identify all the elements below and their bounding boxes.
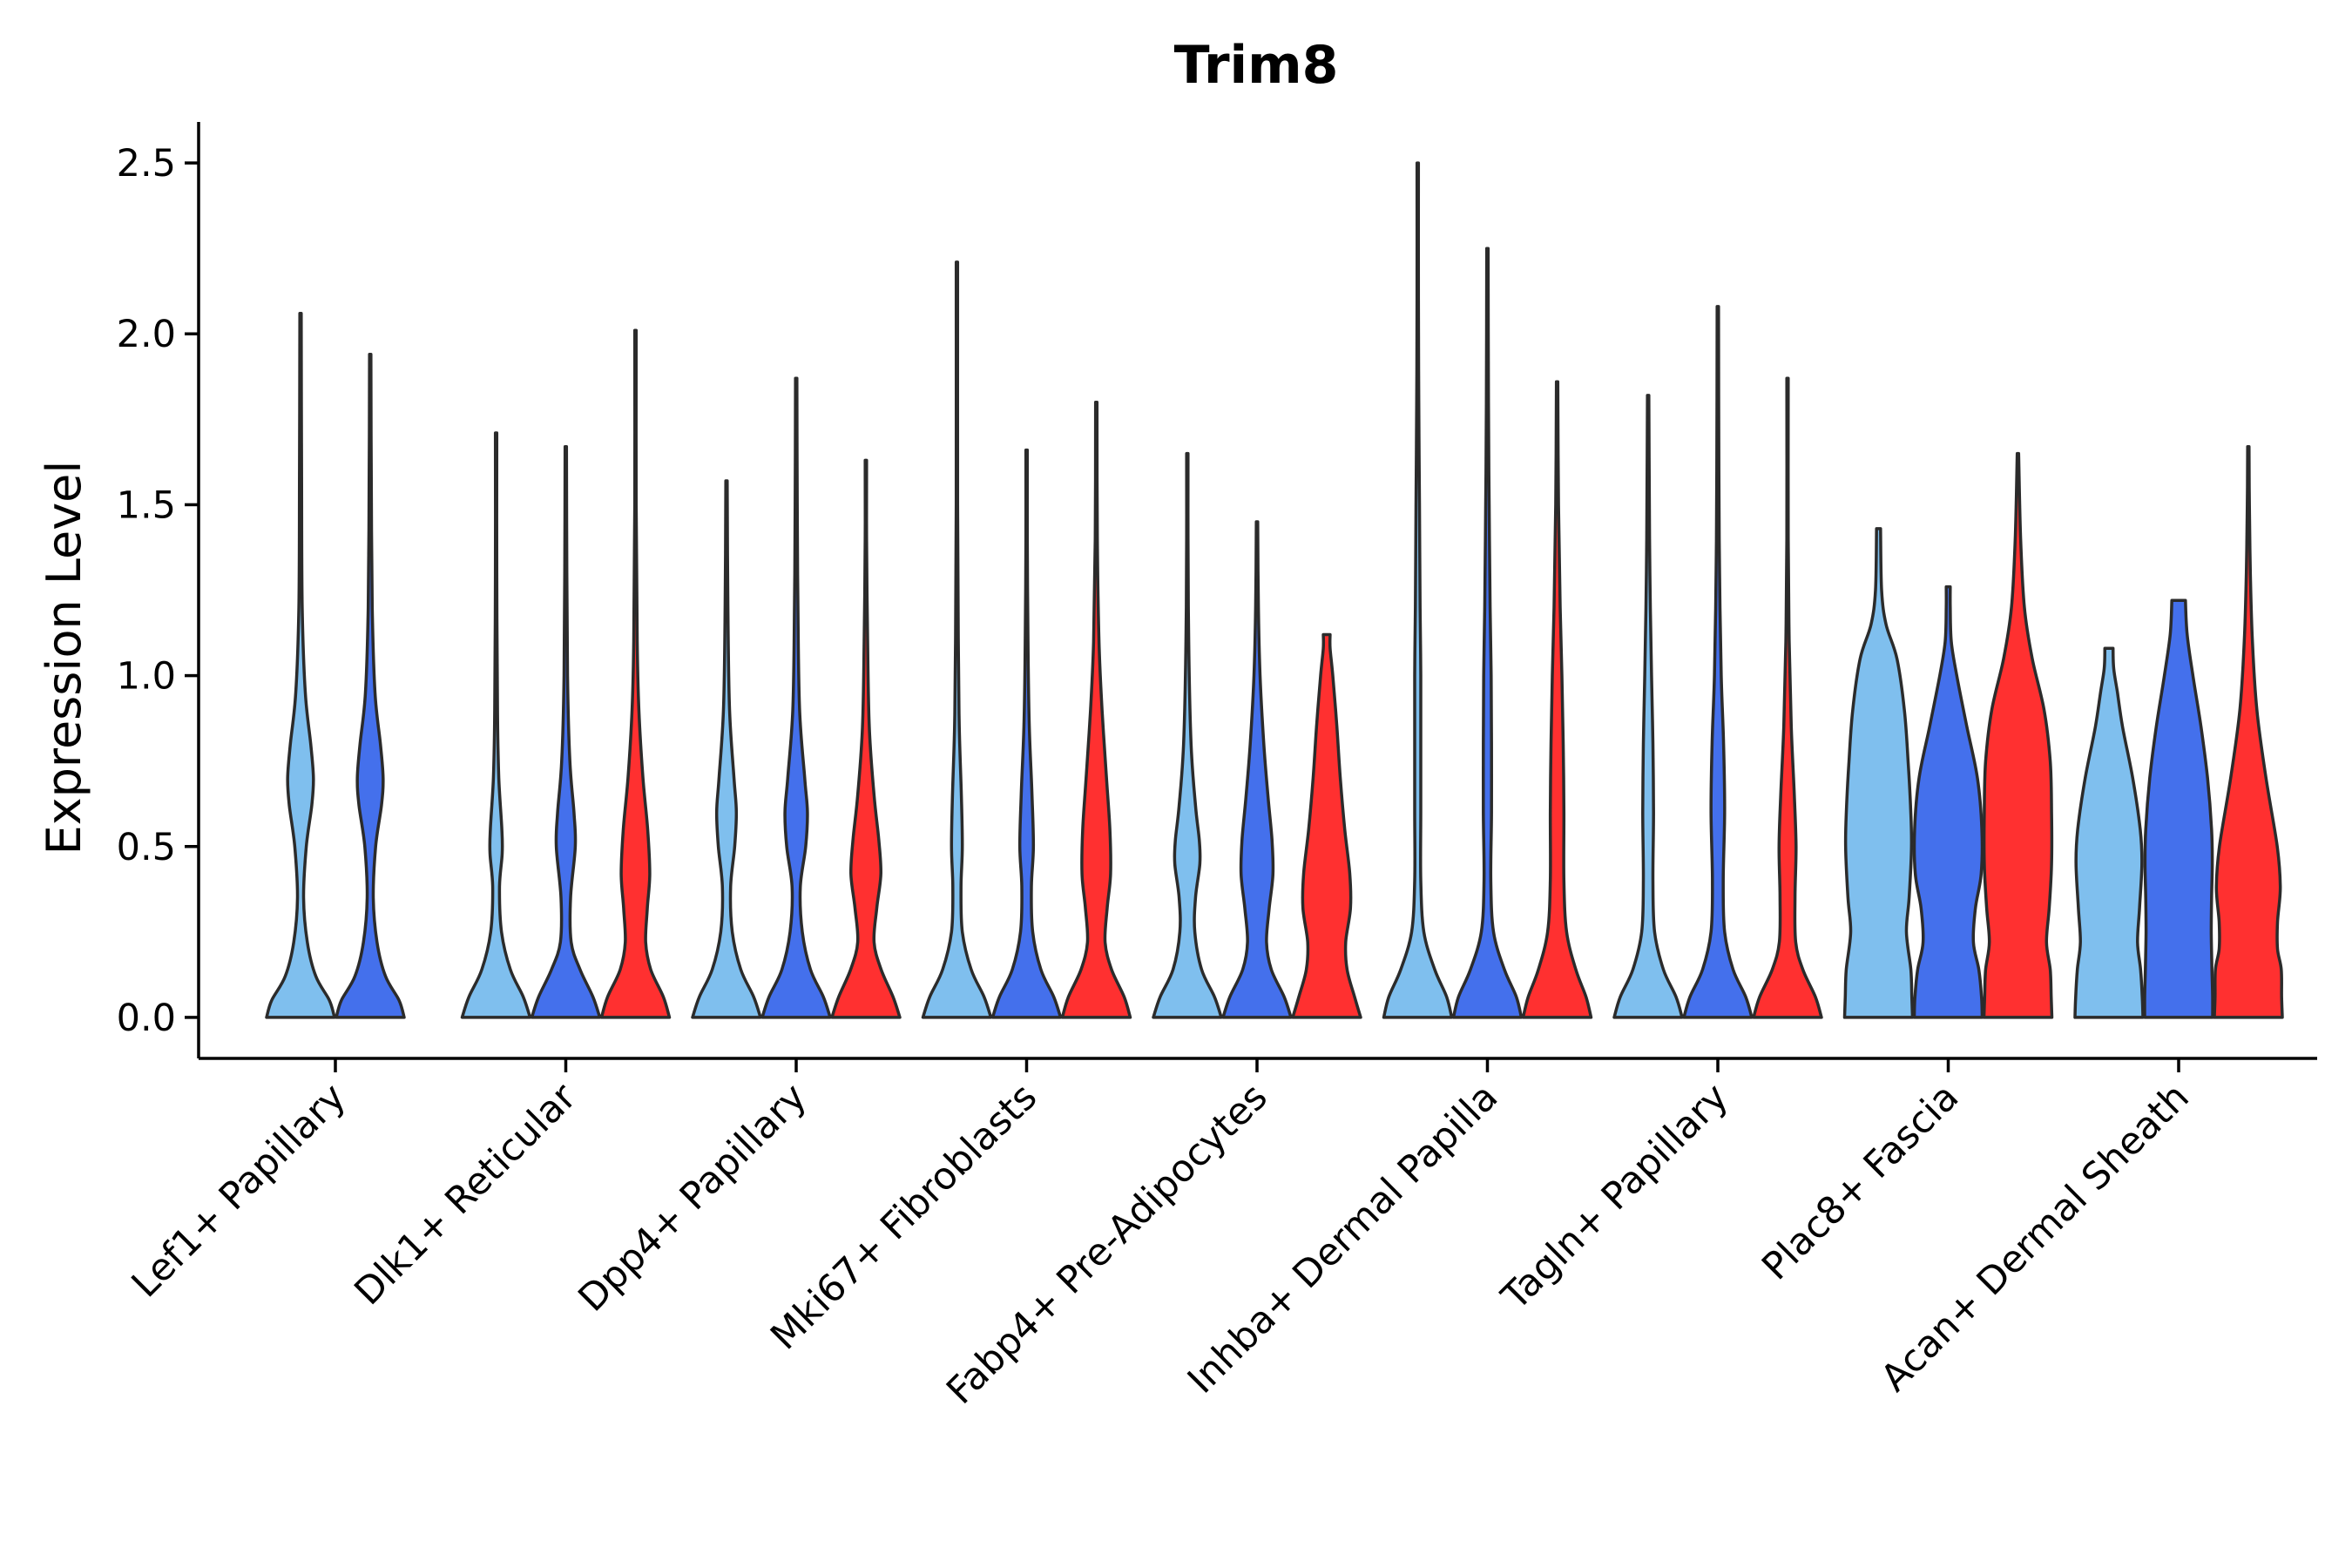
violin-lef1-papillary-group-2 <box>335 353 406 1019</box>
y-tick-label: 0.0 <box>117 997 176 1040</box>
y-axis-label: Expression Level <box>37 461 91 855</box>
violin-fabp4-pre-adipocytes-group-1 <box>1152 451 1223 1019</box>
y-tick-label: 0.5 <box>117 826 176 869</box>
y-tick-label: 1.5 <box>117 483 176 527</box>
violin-tagln-papillary-group-2 <box>1682 305 1754 1019</box>
violin-mki67-fibroblasts-group-2 <box>990 448 1063 1019</box>
violin-dlk1-reticular-group-1 <box>460 431 532 1019</box>
violin-dpp4-papillary-group-1 <box>691 479 762 1019</box>
violin-acan-dermal-sheath-group-2 <box>2143 598 2214 1019</box>
y-axis: 0.0 0.5 1.0 1.5 2.0 2.5 <box>117 122 200 1058</box>
violin-mki67-fibroblasts-group-3 <box>1060 400 1132 1019</box>
x-tick-label: Dpp4+ Papillary <box>571 1075 815 1320</box>
x-tick-label: Mki67+ Fibroblasts <box>762 1075 1045 1358</box>
x-tick-label: Tagln+ Papillary <box>1493 1075 1737 1319</box>
violin-acan-dermal-sheath-group-3 <box>2213 444 2284 1019</box>
violin-plac8-fascia-group-2 <box>1912 585 1984 1019</box>
violin-plac8-fascia-group-1 <box>1842 527 1915 1019</box>
y-tick-label: 1.0 <box>117 655 176 699</box>
violin-dpp4-papillary-group-2 <box>760 376 832 1019</box>
violin-inhba-dermal-papilla-group-3 <box>1521 380 1593 1019</box>
violin-plac8-fascia-group-3 <box>1982 451 2054 1019</box>
violins-layer <box>265 161 2284 1019</box>
violin-inhba-dermal-papilla-group-1 <box>1382 161 1454 1019</box>
y-tick-label: 2.5 <box>117 142 176 186</box>
violin-dlk1-reticular-group-3 <box>599 328 672 1019</box>
violin-acan-dermal-sheath-group-1 <box>2073 646 2145 1019</box>
violin-inhba-dermal-papilla-group-2 <box>1451 247 1524 1019</box>
chart-title: Trim8 <box>1174 35 1339 96</box>
y-tick-label: 2.0 <box>117 313 176 356</box>
violin-mki67-fibroblasts-group-1 <box>921 260 993 1019</box>
violin-fabp4-pre-adipocytes-group-2 <box>1221 520 1293 1019</box>
violin-fabp4-pre-adipocytes-group-3 <box>1291 632 1362 1019</box>
violin-dpp4-papillary-group-3 <box>830 458 902 1019</box>
violin-tagln-papillary-group-1 <box>1612 394 1684 1019</box>
violin-dlk1-reticular-group-2 <box>530 444 602 1019</box>
violin-tagln-papillary-group-3 <box>1752 376 1823 1019</box>
x-tick-label: Lef1+ Papillary <box>124 1075 355 1306</box>
x-tick-label: Dlk1+ Reticular <box>347 1075 585 1314</box>
violin-lef1-papillary-group-1 <box>265 311 336 1019</box>
x-tick-label: Plac8+ Fascia <box>1754 1075 1967 1288</box>
